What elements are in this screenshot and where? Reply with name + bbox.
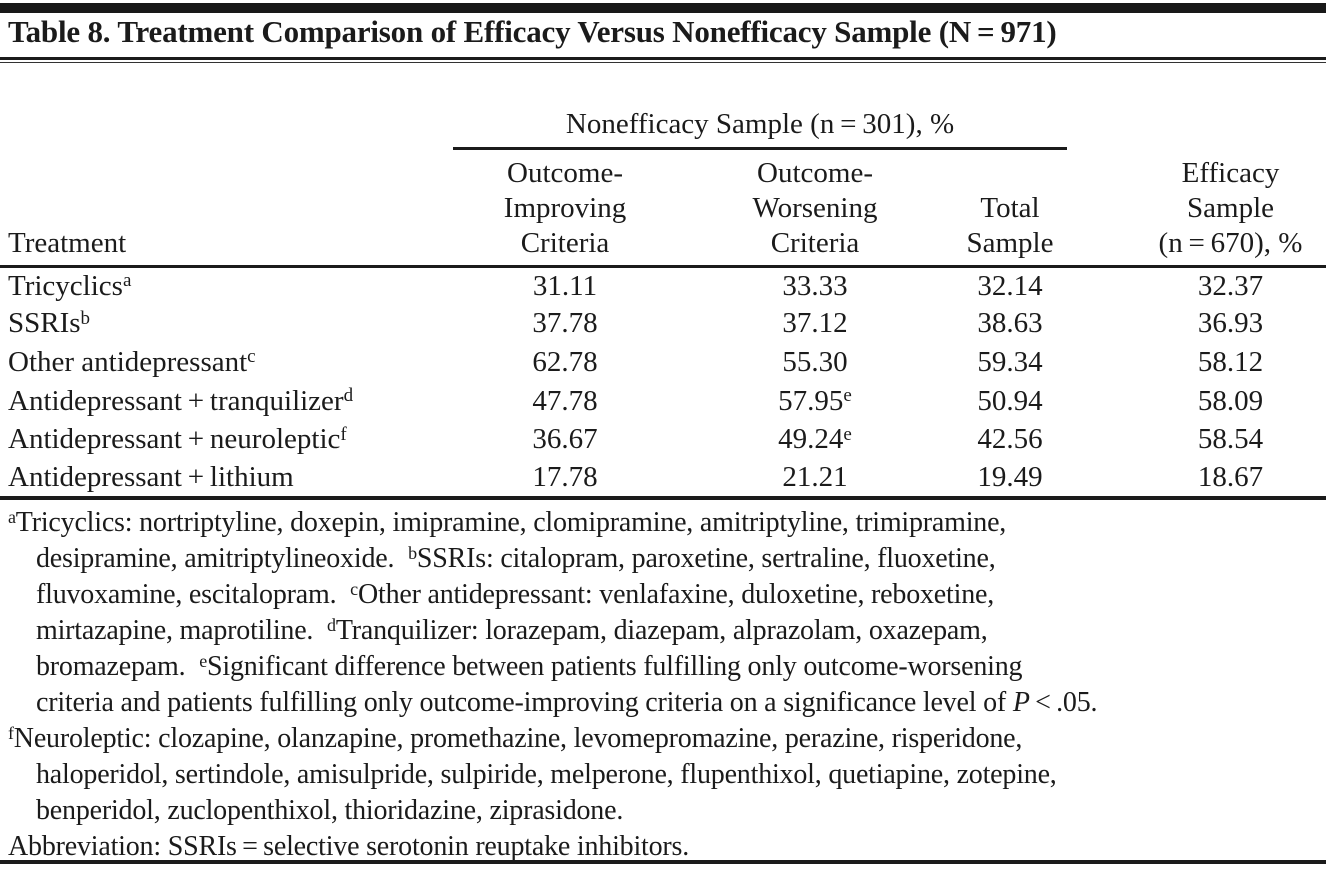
col-header-treatment: Treatment [0,148,453,268]
footnote-line: mirtazapine, maprotiline. dTranquilizer:… [8,613,1324,649]
footnote-marker: b [80,307,91,329]
italic-p: P [1012,687,1030,718]
footnote-marker: f [8,723,14,744]
cell-value: 62.78 [532,345,598,378]
footnote-text: Tranquilizer: lorazepam, diazepam, alpra… [335,615,988,646]
bottom-rule [0,860,1326,864]
footnote-text: mirtazapine, maprotiline. [36,615,328,646]
col-header-total-sample: Total Sample [953,148,1068,268]
footnote-text: desipramine, amitriptylineoxide. [36,543,409,574]
footnote-line: bromazepam. eSignificant difference betw… [8,649,1324,685]
footnote-text: haloperidol, sertindole, amisulpride, su… [36,759,1057,790]
footnote-marker: b [408,543,417,564]
cell-value: 33.33 [782,269,848,302]
footnote-text: bromazepam. [36,651,200,682]
cell-value: 37.78 [532,307,598,340]
cell-value: 36.93 [1197,307,1264,340]
footnote-text: criteria and patients fulfilling only ou… [36,687,1013,718]
cell-treatment-label: Other antidepressantc [8,345,256,378]
footnote-line: fluvoxamine, escitalopram. cOther antide… [8,577,1324,613]
footnote-marker: c [350,579,358,600]
footnote-marker: f [340,423,347,445]
cell-treatment-label: Antidepressant + tranquilizerd [8,384,354,417]
cell-value: 21.21 [677,458,953,500]
footnote-text: Tricyclics: nortriptyline, doxepin, imip… [15,507,1007,538]
footnote-text: Significant difference between patients … [207,651,1023,682]
footnote-line: fNeuroleptic: clozapine, olanzapine, pro… [8,721,1324,757]
footnote-marker: d [343,385,354,407]
footnote-marker: c [247,346,256,368]
footnote-line: Abbreviation: SSRIs = selective serotoni… [8,829,1324,865]
treatment-comparison-table: Nonefficacy Sample (n = 301), % Treatmen… [0,64,1326,500]
footnote-marker: e [843,423,852,445]
table-row: Antidepressant + tranquilizerd 47.78 57.95… [0,382,1326,421]
cell-value: 38.63 [977,307,1043,340]
cell-treatment-label: Antidepressant + lithium [0,458,453,500]
cell-value: 49.24e [778,423,852,456]
column-header-row: Treatment Outcome- Improving Criteria Ou… [0,148,1326,268]
table-row: SSRIsb 37.78 37.12 38.63 36.93 [0,305,1326,344]
spanner-spacer-right [1067,64,1326,148]
footnote-line: desipramine, amitriptylineoxide. bSSRIs:… [8,541,1324,577]
footnote-text: Abbreviation: SSRIs = selective serotoni… [8,831,690,862]
cell-value: 36.67 [532,423,598,456]
table-title: Table 8. Treatment Comparison of Efficac… [8,14,1057,49]
footnote-line: criteria and patients fulfilling only ou… [8,685,1324,721]
table-header: Nonefficacy Sample (n = 301), % Treatmen… [0,64,1326,268]
cell-value: 32.37 [1197,269,1264,302]
footnotes: aTricyclics: nortriptyline, doxepin, imi… [8,505,1324,865]
table-row: Antidepressant + lithium 17.78 21.21 19.49 1… [0,458,1326,500]
cell-value: 32.14 [977,269,1043,302]
table-row: Other antidepressantc 62.78 55.30 59.34 58.1… [0,343,1326,382]
footnote-text: Other antidepressant: venlafaxine, dulox… [357,579,995,610]
footnote-text: < .05. [1029,687,1098,718]
footnote-line: benperidol, zuclopenthixol, thioridazine… [8,793,1324,829]
cell-value: 19.49 [953,458,1068,500]
cell-value: 59.34 [977,345,1043,378]
cell-value: 58.54 [1197,423,1264,456]
cell-value: 50.94 [977,384,1043,417]
cell-value: 17.78 [453,458,677,500]
cell-treatment-label: Tricyclicsa [8,269,132,302]
cell-value: 37.12 [782,307,848,340]
table-row: Tricyclicsa 31.11 33.33 32.14 32.37 [0,266,1326,305]
footnote-text: Neuroleptic: clozapine, olanzapine, prom… [13,723,1023,754]
footnote-marker: d [327,615,336,636]
cell-value: 18.67 [1067,458,1326,500]
cell-value: 58.09 [1197,384,1264,417]
cell-value: 42.56 [977,423,1043,456]
spanner-nonefficacy-sample: Nonefficacy Sample (n = 301), % [453,64,1068,150]
col-header-efficacy-sample: Efficacy Sample (n = 670), % [1067,148,1326,268]
cell-treatment-label: SSRIsb [8,307,91,340]
cell-value: 57.95e [778,384,852,417]
spanner-row: Nonefficacy Sample (n = 301), % [0,64,1326,150]
cell-value: 58.12 [1197,345,1264,378]
cell-value: 31.11 [532,269,598,302]
footnote-marker: a [8,507,16,528]
footnote-text: fluvoxamine, escitalopram. [36,579,351,610]
cell-treatment-label: Antidepressant + neurolepticf [8,423,347,456]
footnote-line: haloperidol, sertindole, amisulpride, su… [8,757,1324,793]
col-header-outcome-improving: Outcome- Improving Criteria [453,148,677,268]
footnote-line: aTricyclics: nortriptyline, doxepin, imi… [8,505,1324,541]
footnote-text: SSRIs: citalopram, paroxetine, sertralin… [416,543,996,574]
footnote-marker: e [199,651,207,672]
footnote-text: benperidol, zuclopenthixol, thioridazine… [36,795,624,826]
table-row: Antidepressant + neurolepticf 36.67 49.24e… [0,420,1326,459]
title-double-rule [0,57,1326,63]
spanner-spacer-left [0,64,453,148]
top-rule-bar [0,3,1326,13]
cell-value: 47.78 [532,384,598,417]
footnote-marker: e [843,385,852,407]
footnote-marker: a [122,270,132,291]
col-header-outcome-worsening: Outcome- Worsening Criteria [677,148,953,268]
cell-value: 55.30 [782,345,848,378]
table-body: Tricyclicsa 31.11 33.33 32.14 32.37 SSRIsb 37.… [0,266,1326,500]
